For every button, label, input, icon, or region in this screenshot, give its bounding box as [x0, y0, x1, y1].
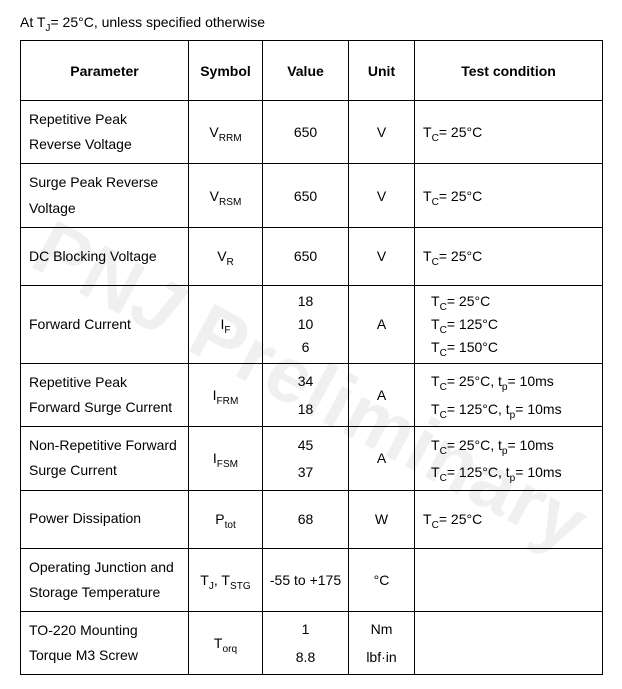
symbol-cell: Torq — [189, 611, 263, 674]
unit-cell: V — [349, 227, 415, 285]
header-unit: Unit — [349, 41, 415, 101]
parameter-cell: Power Dissipation — [21, 490, 189, 548]
parameter-cell: DC Blocking Voltage — [21, 227, 189, 285]
condition-cell: TC= 25°C, tp= 10msTC= 125°C, tp= 10ms — [415, 363, 603, 426]
header-symbol: Symbol — [189, 41, 263, 101]
table-row: Repetitive Peak Forward Surge CurrentIFR… — [21, 363, 603, 426]
condition-cell: TC= 25°C — [415, 227, 603, 285]
value-cell: 18106 — [263, 285, 349, 363]
condition-cell: TC= 25°C, tp= 10msTC= 125°C, tp= 10ms — [415, 427, 603, 490]
parameter-cell: Non-Repetitive Forward Surge Current — [21, 427, 189, 490]
unit-cell: W — [349, 490, 415, 548]
table-row: Operating Junction and Storage Temperatu… — [21, 548, 603, 611]
table-row: Power DissipationPtot68WTC= 25°C — [21, 490, 603, 548]
parameter-cell: Repetitive Peak Reverse Voltage — [21, 101, 189, 164]
condition-cell: TC= 25°C — [415, 101, 603, 164]
value-cell: 3418 — [263, 363, 349, 426]
unit-cell: Nmlbf·in — [349, 611, 415, 674]
symbol-cell: TJ, TSTG — [189, 548, 263, 611]
table-row: Forward CurrentIF18106ATC= 25°CTC= 125°C… — [21, 285, 603, 363]
unit-cell: V — [349, 164, 415, 227]
unit-cell: A — [349, 285, 415, 363]
value-cell: -55 to +175 — [263, 548, 349, 611]
value-cell: 18.8 — [263, 611, 349, 674]
symbol-cell: IFSM — [189, 427, 263, 490]
symbol-cell: VRRM — [189, 101, 263, 164]
parameter-cell: Repetitive Peak Forward Surge Current — [21, 363, 189, 426]
symbol-cell: IFRM — [189, 363, 263, 426]
table-row: DC Blocking VoltageVR650VTC= 25°C — [21, 227, 603, 285]
unit-cell: °C — [349, 548, 415, 611]
value-cell: 650 — [263, 164, 349, 227]
condition-cell: TC= 25°C — [415, 164, 603, 227]
value-cell: 4537 — [263, 427, 349, 490]
symbol-cell: VR — [189, 227, 263, 285]
symbol-cell: IF — [189, 285, 263, 363]
table-row: Non-Repetitive Forward Surge CurrentIFSM… — [21, 427, 603, 490]
table-row: Surge Peak Reverse VoltageVRSM650VTC= 25… — [21, 164, 603, 227]
table-row: TO-220 Mounting Torque M3 ScrewTorq18.8N… — [21, 611, 603, 674]
header-parameter: Parameter — [21, 41, 189, 101]
parameter-cell: Operating Junction and Storage Temperatu… — [21, 548, 189, 611]
parameter-cell: Forward Current — [21, 285, 189, 363]
condition-note: At TJ= 25°C, unless specified otherwise — [20, 14, 602, 30]
value-cell: 650 — [263, 227, 349, 285]
header-condition: Test condition — [415, 41, 603, 101]
table-row: Repetitive Peak Reverse VoltageVRRM650VT… — [21, 101, 603, 164]
unit-cell: A — [349, 427, 415, 490]
table-header-row: Parameter Symbol Value Unit Test conditi… — [21, 41, 603, 101]
condition-cell: TC= 25°CTC= 125°CTC= 150°C — [415, 285, 603, 363]
symbol-cell: Ptot — [189, 490, 263, 548]
condition-cell: TC= 25°C — [415, 490, 603, 548]
unit-cell: V — [349, 101, 415, 164]
condition-cell — [415, 611, 603, 674]
value-cell: 650 — [263, 101, 349, 164]
ratings-table: Parameter Symbol Value Unit Test conditi… — [20, 40, 603, 675]
parameter-cell: TO-220 Mounting Torque M3 Screw — [21, 611, 189, 674]
symbol-cell: VRSM — [189, 164, 263, 227]
value-cell: 68 — [263, 490, 349, 548]
parameter-cell: Surge Peak Reverse Voltage — [21, 164, 189, 227]
header-value: Value — [263, 41, 349, 101]
condition-cell — [415, 548, 603, 611]
unit-cell: A — [349, 363, 415, 426]
